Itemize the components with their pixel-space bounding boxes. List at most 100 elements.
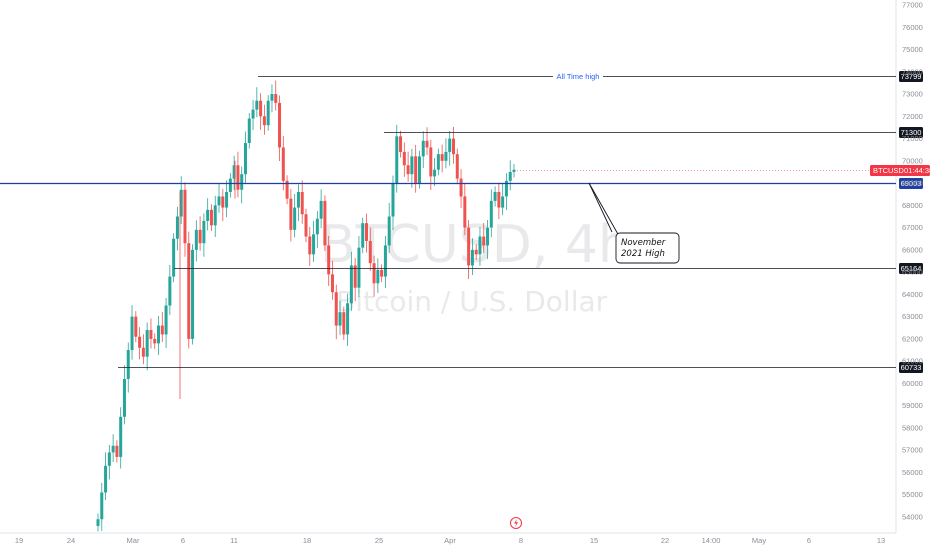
candle-body	[259, 100, 263, 117]
candle-body	[474, 249, 478, 255]
candle-body	[330, 274, 334, 293]
y-tick-label: 54000	[902, 513, 923, 522]
candle-body	[119, 416, 123, 457]
candle-body	[448, 138, 452, 152]
candle-body	[104, 465, 108, 493]
lightning-icon[interactable]	[510, 517, 522, 529]
candle-body	[293, 207, 297, 230]
level-price-label-ath: 73799	[901, 72, 922, 81]
candle-body	[338, 312, 342, 326]
y-tick-label: 66000	[902, 245, 923, 254]
candle-body	[160, 325, 164, 335]
candle-body	[497, 191, 501, 208]
candle-body	[236, 165, 240, 190]
candle-body	[289, 198, 293, 230]
candle-body	[243, 143, 247, 175]
time-axis[interactable]: 19 24 Mar 6 11 18 25 Apr 8 15 22 14:00 May 6 13	[15, 536, 885, 545]
candle-body	[209, 209, 213, 226]
level-price-tag-support-1	[899, 263, 923, 274]
candle-body	[421, 140, 425, 157]
candle-body	[232, 165, 236, 179]
y-tick-label: 65000	[902, 268, 923, 277]
candle-body	[346, 303, 350, 335]
y-tick-label: 76000	[902, 23, 923, 32]
price-axis[interactable]: 77000 76000 75000 74000 73000 72000 71000 70000…	[902, 1, 923, 522]
candle-body	[111, 445, 115, 453]
candle-body	[126, 350, 130, 379]
y-tick-label: 57000	[902, 446, 923, 455]
level-annotation-bg	[553, 71, 603, 82]
candle-body	[357, 247, 361, 288]
callout-text-line-1: November	[621, 238, 666, 248]
candle-body	[198, 229, 202, 244]
candle-body	[312, 234, 316, 255]
candle-body	[508, 171, 512, 181]
candle-body	[149, 330, 153, 339]
candle-body	[368, 240, 372, 264]
horizontal-levels[interactable]: 73799 All Time high 71300 69003 65164 60733 BT…	[0, 71, 932, 373]
candle-body	[153, 338, 157, 344]
x-tick-label: 24	[67, 536, 75, 545]
candle-body	[202, 220, 206, 244]
candle-body	[285, 180, 289, 199]
candle-body	[278, 102, 282, 148]
current-price-symbol: BTCUSD	[873, 166, 904, 175]
callout-november-2021-high[interactable]: November 2021 High	[588, 182, 680, 264]
candle-body	[478, 236, 482, 255]
level-price-tag-resistance	[899, 127, 923, 138]
candle-body	[179, 189, 183, 217]
candle-body	[425, 140, 429, 148]
candle-body	[122, 378, 126, 417]
candle-body	[414, 156, 418, 184]
candle-body	[213, 205, 217, 226]
x-tick-label: 15	[590, 536, 598, 545]
candle-body	[323, 200, 327, 246]
x-tick-label: 6	[181, 536, 185, 545]
y-tick-label: 62000	[902, 334, 923, 343]
candle-body	[376, 269, 380, 284]
candle-body	[315, 218, 319, 235]
x-tick-label: Mar	[127, 536, 140, 545]
callout-pointer-line-2	[588, 182, 613, 233]
candle-body	[334, 292, 338, 326]
candle-body	[194, 229, 198, 250]
x-tick-label: 6	[807, 536, 811, 545]
y-tick-label: 69000	[902, 179, 923, 188]
candle-body	[417, 156, 421, 184]
candle-body	[402, 151, 406, 166]
candle-body	[270, 94, 274, 101]
x-tick-label: 22	[661, 536, 669, 545]
callout-pointer-line-1	[588, 182, 620, 237]
y-tick-label: 72000	[902, 112, 923, 121]
candle-body	[459, 178, 463, 197]
candle-body	[96, 519, 100, 526]
current-price-tag[interactable]	[870, 165, 930, 176]
level-price-label-resistance: 71300	[901, 128, 922, 137]
candle-body	[164, 305, 168, 335]
candle-body	[436, 154, 440, 170]
level-price-tag-nov-2021-high	[899, 178, 923, 189]
candle-body	[300, 191, 304, 215]
candle-countdown: 01:44:38	[904, 166, 932, 175]
level-price-label-nov-2021-high: 69003	[901, 179, 922, 188]
candle-body	[141, 347, 145, 357]
candle-body	[391, 183, 395, 217]
level-annotation-ath: All Time high	[557, 72, 600, 81]
y-tick-label: 74000	[902, 67, 923, 76]
candle-body	[342, 312, 346, 335]
candle-body	[470, 249, 474, 266]
candle-body	[247, 118, 251, 144]
callout-text-line-2: 2021 High	[621, 249, 665, 259]
candle-body	[410, 156, 414, 175]
candle-body	[451, 138, 455, 155]
candle-body	[175, 216, 179, 239]
candle-body	[493, 191, 497, 201]
x-tick-label: May	[752, 536, 766, 545]
candle-body	[372, 263, 376, 284]
x-tick-label: 11	[230, 536, 238, 545]
candle-body	[217, 196, 221, 206]
candle-body	[361, 223, 365, 248]
candle-body	[489, 200, 493, 228]
y-tick-label: 77000	[902, 1, 923, 10]
